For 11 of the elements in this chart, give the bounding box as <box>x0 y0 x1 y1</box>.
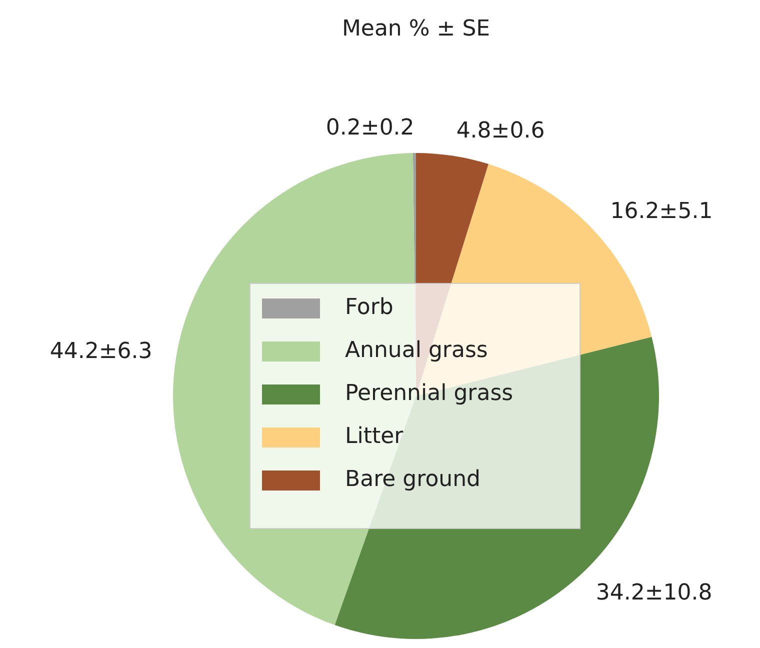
legend-label: Annual grass <box>345 338 488 364</box>
data-label: 44.2±6.3 <box>50 339 152 364</box>
legend-label: Forb <box>345 295 394 320</box>
data-label: 0.2±0.2 <box>326 115 414 140</box>
chart-title: Mean % ± SE <box>342 16 490 42</box>
data-label: 16.2±5.1 <box>610 199 713 224</box>
legend-label: Perennial grass <box>345 381 514 406</box>
data-label: 34.2±10.8 <box>596 580 712 606</box>
data-label: 4.8±0.6 <box>456 118 545 144</box>
legend-label: Litter <box>345 424 404 450</box>
legend-label: Bare ground <box>345 467 481 492</box>
